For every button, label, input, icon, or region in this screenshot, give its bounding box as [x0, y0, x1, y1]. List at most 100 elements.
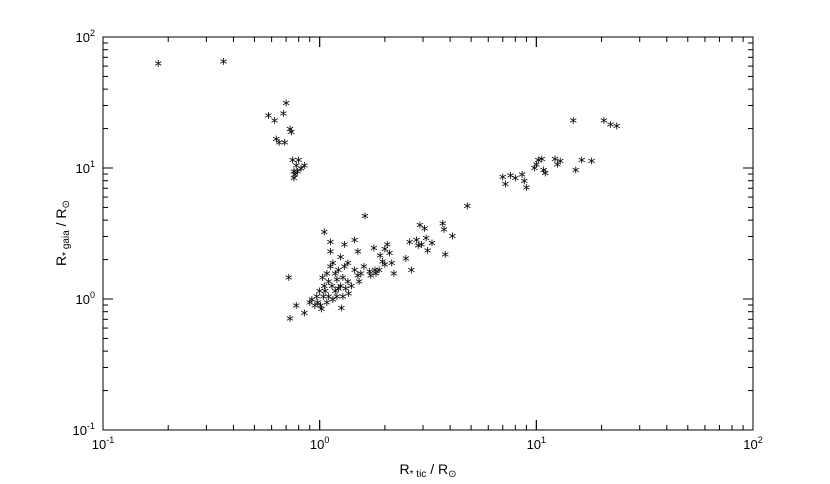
x-axis-label: R* tic / R⊙ — [400, 461, 457, 480]
data-point: * — [370, 241, 378, 259]
data-point: * — [323, 267, 331, 285]
data-point: * — [449, 229, 457, 247]
data-point: * — [607, 118, 615, 136]
x-tick-label: 101 — [527, 435, 546, 452]
data-point: * — [344, 257, 352, 275]
data-point: * — [319, 271, 327, 289]
y-axis-label-symbol: ⊙ — [61, 200, 72, 208]
data-point: * — [383, 238, 391, 256]
data-point: * — [507, 169, 515, 187]
data-point: * — [424, 244, 432, 262]
data-point: * — [295, 154, 303, 172]
data-point: * — [414, 239, 422, 257]
y-axis-label-subscript: * gaia — [61, 230, 72, 256]
data-point: * — [327, 260, 335, 278]
data-point: * — [327, 236, 335, 254]
data-point: * — [335, 263, 343, 281]
data-point: * — [554, 158, 562, 176]
data-point: * — [502, 178, 510, 196]
data-point: * — [372, 267, 380, 285]
data-point: * — [357, 267, 365, 285]
data-point: * — [379, 255, 387, 273]
data-point: * — [293, 299, 301, 317]
data-point: * — [321, 285, 329, 303]
data-point: * — [308, 293, 316, 311]
data-point: * — [348, 280, 356, 298]
data-point: * — [290, 165, 298, 183]
data-point: * — [354, 245, 362, 263]
data-point: * — [355, 275, 363, 293]
data-point: * — [333, 273, 341, 291]
y-tick-label: 10-1 — [73, 421, 95, 438]
data-point: * — [613, 120, 621, 138]
data-point: * — [551, 153, 559, 171]
y-axis-label-main: R — [53, 256, 69, 266]
data-point: * — [282, 96, 290, 114]
data-point: * — [533, 158, 541, 176]
data-point: * — [345, 287, 353, 305]
data-point: * — [301, 306, 309, 324]
data-point: * — [290, 172, 298, 190]
data-point: * — [338, 301, 346, 319]
x-tick-label: 102 — [743, 435, 762, 452]
data-point: * — [361, 210, 369, 228]
data-point: * — [329, 293, 337, 311]
data-point: * — [328, 280, 336, 298]
data-point: * — [569, 114, 577, 132]
data-point: * — [313, 290, 321, 308]
data-point: * — [442, 248, 450, 266]
data-point: * — [428, 237, 436, 255]
data-point: * — [306, 296, 314, 314]
data-point: * — [572, 164, 580, 182]
data-point: * — [318, 303, 326, 321]
data-point: * — [421, 222, 429, 240]
ticks-layer: 10-1 100 101 102 10-1 100 101 102 — [73, 28, 763, 452]
data-point: * — [314, 296, 322, 314]
data-point: * — [499, 170, 507, 188]
y-axis-label: R* gaia / R⊙ — [53, 200, 72, 266]
data-point: * — [323, 296, 331, 314]
data-point: * — [265, 109, 273, 127]
data-point: * — [418, 238, 426, 256]
data-point: * — [341, 260, 349, 278]
data-point: * — [578, 154, 586, 172]
data-point: * — [557, 155, 565, 173]
data-point: * — [600, 114, 608, 132]
data-point: * — [367, 269, 375, 287]
data-point: * — [337, 280, 345, 298]
data-point: * — [327, 245, 335, 263]
data-point: * — [297, 162, 305, 180]
data-point: * — [320, 290, 328, 308]
data-point: * — [360, 260, 368, 278]
data-point: * — [354, 269, 362, 287]
data-point: * — [408, 263, 416, 281]
data-point: * — [317, 299, 325, 317]
data-point: * — [351, 233, 359, 251]
data-point: * — [280, 107, 288, 125]
data-point: * — [376, 249, 384, 267]
data-point: * — [381, 243, 389, 261]
data-point: * — [272, 132, 280, 150]
data-point: * — [542, 166, 550, 184]
points-layer: * ********************** *****************… — [155, 55, 621, 330]
data-point: * — [464, 200, 472, 218]
data-point: * — [271, 114, 279, 132]
data-point: * — [538, 153, 546, 171]
data-point: * — [325, 290, 333, 308]
data-point: * — [531, 161, 539, 179]
data-point: * — [521, 175, 529, 193]
data-point: * — [406, 236, 414, 254]
data-point: * — [351, 263, 359, 281]
data-point: * — [301, 159, 309, 177]
data-point: * — [440, 223, 448, 241]
data-point: * — [540, 164, 548, 182]
data-point: * — [286, 312, 294, 330]
data-point: * — [286, 122, 294, 140]
x-axis-label-symbol: ⊙ — [448, 469, 456, 480]
data-point: * — [331, 267, 339, 285]
data-point: * — [518, 168, 526, 186]
data-point: * — [402, 252, 410, 270]
data-point: * — [341, 238, 349, 256]
data-point: * — [413, 233, 421, 251]
data-point: * — [288, 126, 296, 144]
